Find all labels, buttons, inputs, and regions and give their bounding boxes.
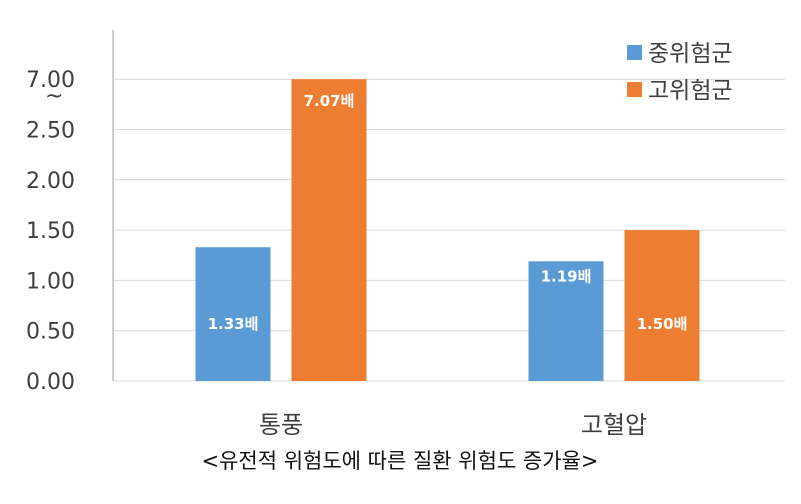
bars: 1.33배 1.19배 7.07배 1.50배: [195, 79, 700, 381]
y-tick-label: 1.50: [26, 219, 75, 244]
x-category-label: 통풍: [259, 411, 303, 439]
bar-2-2: [624, 230, 700, 381]
bar-data-label: 1.50배: [637, 315, 688, 333]
legend-label-series-2: 고위험군: [648, 78, 733, 104]
x-category-label: 고혈압: [581, 411, 647, 439]
y-tick-label: 1.00: [26, 269, 75, 294]
bar-2-1: [291, 79, 367, 381]
bar-data-label: 1.19배: [541, 267, 592, 285]
y-tick-label: 0.00: [26, 370, 75, 395]
bar-1-1: [195, 247, 271, 381]
bar-data-label: 7.07배: [304, 92, 355, 110]
legend-swatch-series-1: [627, 45, 642, 60]
bar-1-2: [528, 261, 604, 381]
y-tick-label: 7.00: [26, 68, 75, 93]
axis-break-marker: ~: [45, 84, 63, 109]
y-tick-label: 2.50: [26, 119, 75, 144]
x-axis-categories: 통풍 고혈압: [259, 411, 647, 439]
y-axis-ticks: 0.00 0.50 1.00 1.50 2.00 2.50 7.00~: [26, 68, 75, 395]
y-tick-label: 0.50: [26, 320, 75, 345]
chart-caption: <유전적 위험도에 따른 질환 위험도 증가율>: [201, 449, 598, 473]
legend-label-series-1: 중위험군: [648, 41, 733, 67]
legend-swatch-series-2: [627, 82, 642, 97]
y-tick-label: 2.00: [26, 169, 75, 194]
bar-data-label: 1.33배: [208, 315, 259, 333]
legend: 중위험군 고위험군: [627, 41, 733, 104]
